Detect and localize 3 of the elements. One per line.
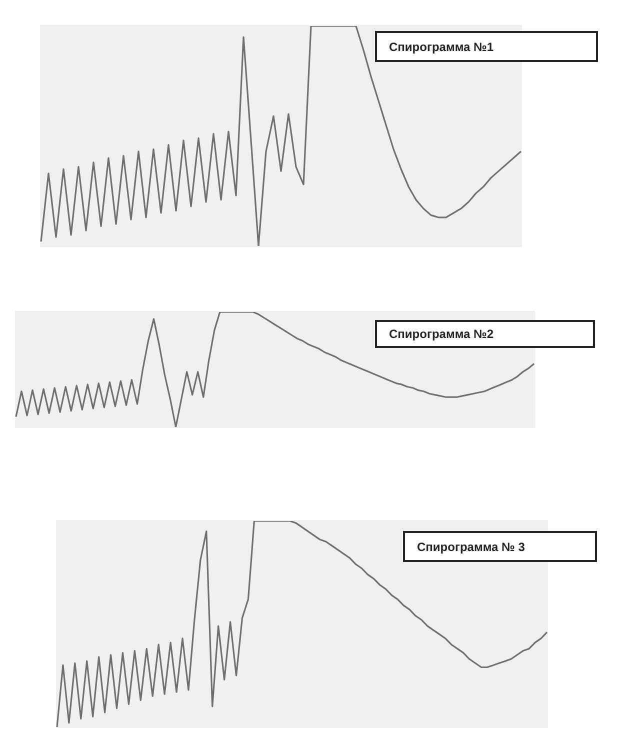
annotation: Спирограмма №2	[389, 326, 494, 342]
annotation: Спирограмма № 3	[417, 538, 525, 554]
annotation: Спирограмма №1	[389, 38, 494, 54]
